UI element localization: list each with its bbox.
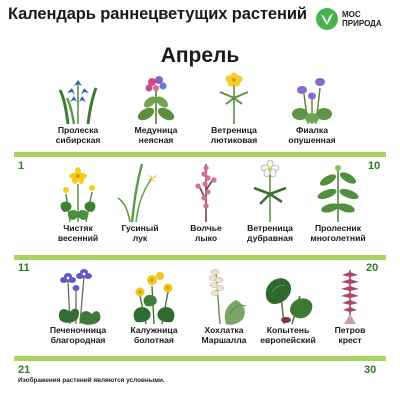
plant-label: Гусиный лук [121,223,159,243]
divider-middle [14,255,386,260]
day-number: 1 [18,160,25,172]
plant-card: Хохлатка Маршалла [188,266,260,346]
plant-label: Копытень европейский [260,325,316,345]
plant-label: Чистяк весенний [57,223,99,243]
plant-label: Пролесник многолетний [310,223,366,243]
day-number: 10 [368,160,381,172]
divider-top [14,152,386,157]
plant-label: Калужница болотная [130,325,178,345]
lungwort-icon [137,76,175,124]
plant-card: Калужница болотная [118,266,190,346]
violet-icon [292,78,332,125]
corydalis-icon [208,269,247,325]
logo-text: МОС ПРИРОДА [342,10,382,28]
plant-card: Пролеска сибирская [42,68,114,146]
day-number: 21 [18,364,31,376]
day-number: 30 [364,364,377,376]
plant-label: Хохлатка Маршалла [201,325,247,345]
divider-bottom [14,356,386,361]
plant-card: Петров крест [314,266,386,346]
plant-label: Медуница неясная [134,125,178,145]
asarum-icon [265,278,313,325]
celandine-icon [60,167,96,223]
plant-card: Ветреница дубравная [234,160,306,244]
plant-card: Копытень европейский [252,266,324,346]
toothwort-icon [341,270,359,324]
plant-card: Фиалка опушенная [276,68,348,146]
plant-label: Ветреница дубравная [247,223,293,243]
plant-label: Фиалка опушенная [288,125,336,145]
page-title: Календарь раннецветущих растений [8,5,307,23]
wood-anemone-icon [253,160,287,222]
day-number: 20 [366,262,379,274]
plant-label: Ветреница лютиковая [210,125,258,145]
disclaimer: Изображения растений являются условными. [18,377,165,384]
scilla-icon [58,80,98,125]
plant-card: Пролесник многолетний [302,160,374,244]
plant-label: Волчье лыко [190,223,222,243]
plant-card: Печеночница благородная [42,266,114,346]
leaf-logo-icon [316,8,338,30]
plant-card: Гусиный лук [104,160,176,244]
marsh-marigold-icon [133,272,175,325]
hepatica-icon [58,269,101,325]
plant-label: Печеночница благородная [49,325,107,345]
gagea-icon [117,163,157,223]
plant-card: Волчье лыко [170,160,242,244]
mercury-icon [317,165,359,222]
yellow-anemone-icon [219,72,249,124]
mospriroda-logo: МОС ПРИРОДА [316,6,396,32]
day-number: 11 [18,262,30,274]
plant-card: Чистяк весенний [42,164,114,244]
plant-card: Медуница неясная [120,68,192,146]
daphne-icon [195,164,217,222]
plant-card: Ветреница лютиковая [198,68,270,146]
month-title: Апрель [160,44,240,67]
plant-label: Пролеска сибирская [55,125,101,145]
plant-label: Петров крест [334,325,366,345]
